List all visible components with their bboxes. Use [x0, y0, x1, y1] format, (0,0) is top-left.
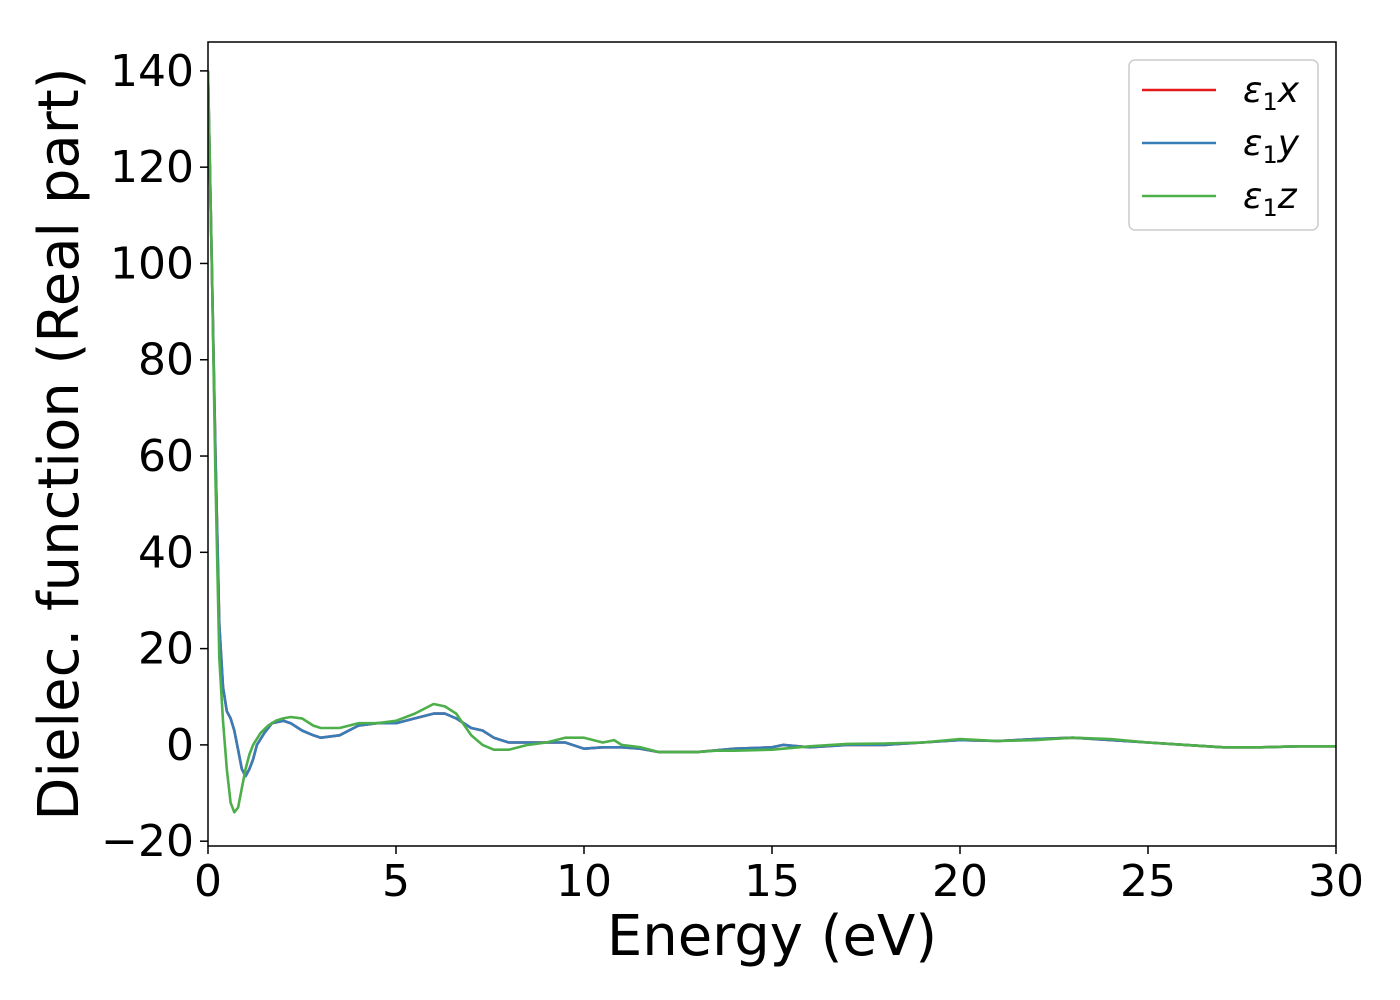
y-tick-label: −20 — [101, 816, 194, 867]
y-tick-label: 140 — [110, 46, 194, 97]
y-tick-label: 0 — [166, 720, 194, 771]
legend-label-x: ε1x — [1243, 70, 1300, 116]
y-tick-label: 20 — [138, 624, 194, 675]
legend: ε1x ε1y ε1z — [1128, 59, 1319, 231]
y-tick-label: 60 — [138, 431, 194, 482]
x-tick-label: 25 — [1120, 856, 1176, 907]
series-layer — [208, 70, 1336, 814]
x-tick-label: 10 — [556, 856, 612, 907]
y-axis: −20 0 20 40 60 80 100 120 140 — [101, 46, 208, 867]
y-tick-label: 100 — [110, 238, 194, 289]
y-tick-label: 80 — [138, 335, 194, 386]
x-tick-label: 15 — [744, 856, 800, 907]
x-tick-label: 5 — [382, 856, 410, 907]
y-tick-label: 120 — [110, 142, 194, 193]
x-tick-label: 20 — [932, 856, 988, 907]
legend-box — [1128, 59, 1319, 231]
x-axis: 0 5 10 15 20 25 30 — [194, 846, 1364, 907]
x-tick-label: 0 — [194, 856, 222, 907]
legend-label-z: ε1z — [1243, 176, 1298, 222]
legend-label-y: ε1y — [1243, 123, 1300, 169]
y-axis-title: Dielec. function (Real part) — [27, 67, 92, 820]
x-tick-label: 30 — [1308, 856, 1364, 907]
series-line-z — [208, 70, 1336, 814]
y-tick-label: 40 — [138, 527, 194, 578]
x-axis-title: Energy (eV) — [607, 904, 937, 969]
